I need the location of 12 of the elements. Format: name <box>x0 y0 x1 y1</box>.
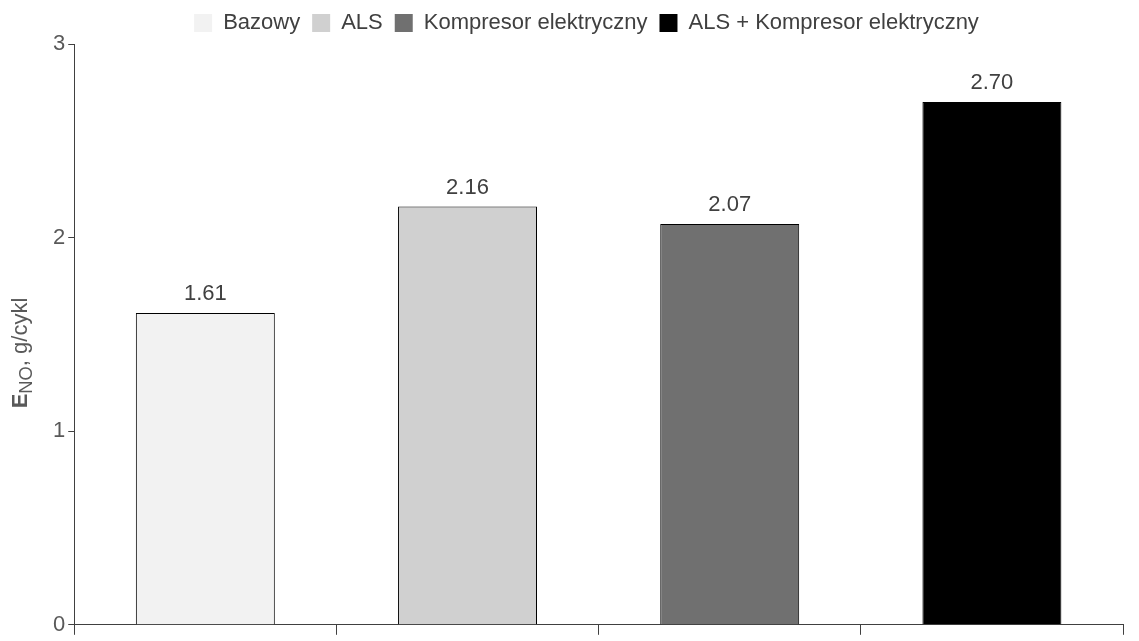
data-label: 2.16 <box>446 173 489 199</box>
data-label: 2.70 <box>970 69 1014 95</box>
y-tick-label: 0 <box>52 610 66 636</box>
legend-label: Bazowy <box>223 9 301 35</box>
data-label: 2.07 <box>708 191 752 217</box>
y-tick-label: 3 <box>52 30 66 56</box>
y-tick-label: 1 <box>52 417 66 443</box>
legend-label: ALS <box>341 9 383 35</box>
legend-label: ALS + Kompresor elektryczny <box>688 9 979 35</box>
y-tick-label: 2 <box>52 223 66 249</box>
data-label: 1.61 <box>183 280 227 306</box>
legend-label: Kompresor elektryczny <box>423 9 648 35</box>
